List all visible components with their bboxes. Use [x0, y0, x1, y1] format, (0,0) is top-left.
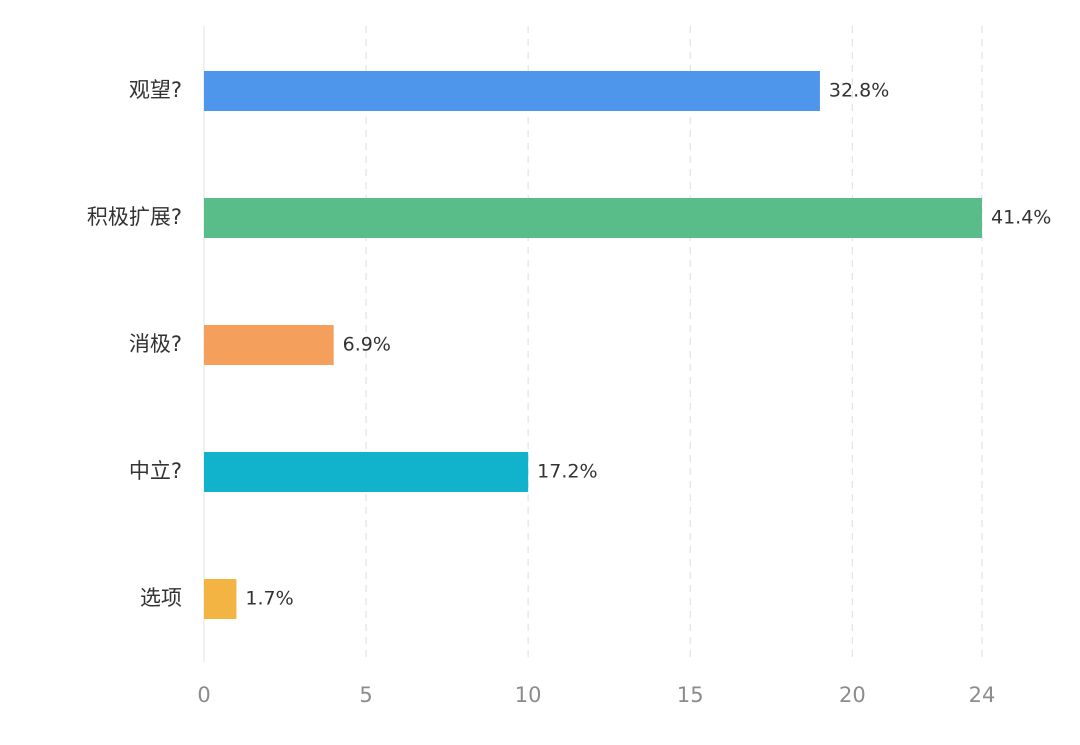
category-label: 选项 [140, 586, 182, 610]
bars [204, 71, 982, 619]
x-tick-label: 15 [677, 683, 704, 707]
bar-5 [204, 579, 237, 619]
value-label: 6.9% [343, 334, 391, 356]
bar-4 [204, 452, 529, 492]
category-label: 中立? [129, 459, 182, 483]
category-label: 观望? [129, 78, 182, 102]
value-label: 32.8% [829, 80, 889, 102]
gridlines [203, 26, 983, 662]
x-tick-label: 10 [515, 683, 542, 707]
category-label: 积极扩展? [87, 205, 182, 229]
labels: 观望? 32.8% 积极扩展? 41.4% 消极? 6.9% 中立? 17.2% 选项 1.7% [87, 78, 1052, 610]
bar-1 [204, 71, 820, 111]
value-label: 41.4% [991, 207, 1051, 229]
bar-2 [204, 198, 982, 238]
x-tick-label: 24 [969, 683, 996, 707]
x-axis: 0 5 10 15 20 24 [197, 683, 995, 707]
x-tick-label: 5 [359, 683, 372, 707]
value-label: 17.2% [537, 461, 597, 483]
category-label: 消极? [129, 332, 182, 356]
x-tick-label: 20 [839, 683, 866, 707]
value-label: 1.7% [245, 588, 293, 610]
bar-3 [204, 325, 334, 365]
x-tick-label: 0 [197, 683, 210, 707]
